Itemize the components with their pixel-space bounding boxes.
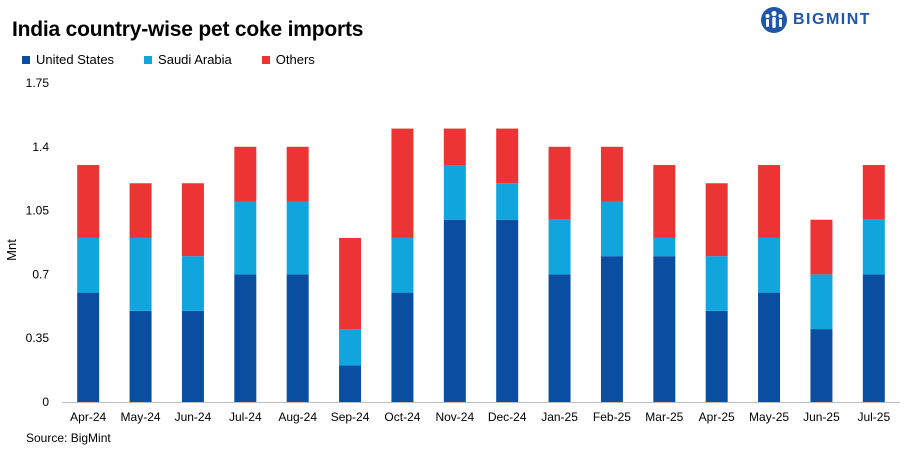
bar-saudi-arabia-oct-24	[391, 237, 414, 293]
bar-united-states-jul-24	[234, 274, 257, 402]
bar-saudi-arabia-may-25	[758, 237, 781, 293]
x-tick-label: May-24	[121, 410, 161, 424]
bar-others-jul-24	[234, 146, 257, 202]
x-tick-label: Mar-25	[645, 410, 683, 424]
bar-united-states-jul-25	[862, 274, 885, 402]
y-axis-label: Mnt	[4, 239, 19, 261]
bar-saudi-arabia-apr-25	[705, 256, 728, 311]
legend-swatch	[22, 55, 30, 64]
bar-group	[77, 128, 885, 402]
bar-others-apr-25	[705, 183, 728, 257]
legend-label: Saudi Arabia	[158, 52, 232, 67]
bar-saudi-arabia-jun-24	[181, 256, 204, 311]
bar-others-jun-24	[181, 183, 204, 257]
bar-united-states-dec-24	[496, 219, 519, 402]
legend-item-others: Others	[261, 52, 315, 67]
bar-others-may-24	[129, 183, 152, 238]
bar-others-sep-24	[339, 237, 362, 330]
x-tick-label: Jul-25	[857, 410, 890, 424]
legend-item-saudi-arabia: Saudi Arabia	[144, 52, 232, 67]
bar-saudi-arabia-feb-25	[600, 201, 623, 257]
bar-united-states-sep-24	[339, 365, 362, 402]
bar-saudi-arabia-jan-25	[548, 219, 571, 275]
bar-united-states-jun-25	[810, 329, 833, 402]
bigmint-logo-icon	[761, 7, 787, 33]
bar-united-states-feb-25	[600, 256, 623, 402]
bar-saudi-arabia-jun-25	[810, 274, 833, 330]
x-tick-label: Dec-24	[488, 410, 527, 424]
x-tick-label: May-25	[749, 410, 789, 424]
y-tick-label: 0.35	[26, 331, 50, 345]
bar-saudi-arabia-apr-24	[77, 237, 100, 293]
bar-united-states-aug-24	[286, 274, 309, 402]
bar-united-states-jan-25	[548, 274, 571, 402]
source-note: Source: BigMint	[26, 431, 111, 445]
bar-others-jan-25	[548, 146, 571, 220]
chart-title: India country-wise pet coke imports	[12, 18, 364, 41]
bar-saudi-arabia-nov-24	[443, 165, 466, 220]
bar-united-states-may-25	[758, 292, 781, 402]
x-tick-label: Feb-25	[593, 410, 631, 424]
bar-united-states-mar-25	[653, 256, 676, 402]
y-tick-label: 1.4	[32, 140, 49, 154]
bar-saudi-arabia-jul-24	[234, 201, 257, 275]
bar-united-states-nov-24	[443, 219, 466, 402]
x-tick-label: Apr-24	[70, 410, 106, 424]
legend-swatch	[144, 55, 153, 64]
bar-others-oct-24	[391, 128, 414, 238]
x-tick-label: Jun-25	[803, 410, 840, 424]
bar-others-jul-25	[862, 165, 885, 220]
x-tick-label: Apr-25	[699, 410, 735, 424]
bar-saudi-arabia-may-24	[129, 237, 152, 311]
legend-swatch	[261, 55, 270, 64]
y-tick-label: 0	[42, 395, 49, 409]
y-tick-label: 1.75	[26, 76, 50, 90]
bar-saudi-arabia-sep-24	[339, 329, 362, 366]
bar-united-states-apr-25	[705, 310, 728, 402]
bar-united-states-jun-24	[181, 310, 204, 402]
x-tick-label: Jun-24	[175, 410, 212, 424]
bar-others-mar-25	[653, 165, 676, 238]
bar-others-nov-24	[443, 128, 466, 166]
y-axis: 0 0.35 0.7 1.05 1.4 1.75	[26, 76, 50, 409]
y-tick-label: 1.05	[26, 204, 50, 218]
bar-saudi-arabia-dec-24	[496, 183, 519, 220]
x-axis: Apr-24 May-24 Jun-24 Jul-24 Aug-24 Sep-24 Oct-…	[62, 402, 900, 424]
bar-saudi-arabia-jul-25	[862, 219, 885, 275]
bar-saudi-arabia-mar-25	[653, 237, 676, 257]
x-tick-label: Jul-24	[229, 410, 262, 424]
x-tick-label: Aug-24	[278, 410, 317, 424]
brand-name: BIGMINT	[793, 11, 872, 28]
bar-others-jun-25	[810, 219, 833, 275]
bar-others-may-25	[758, 165, 781, 238]
bar-united-states-apr-24	[77, 292, 100, 402]
legend-label: Others	[275, 52, 315, 67]
bar-saudi-arabia-aug-24	[286, 201, 309, 275]
bar-united-states-may-24	[129, 310, 152, 402]
legend-label: United States	[36, 52, 115, 67]
bar-others-feb-25	[600, 146, 623, 202]
bar-others-dec-24	[496, 128, 519, 184]
brand-logo: BIGMINT	[760, 6, 871, 34]
bar-others-apr-24	[77, 165, 100, 238]
x-tick-label: Nov-24	[435, 410, 474, 424]
bar-united-states-oct-24	[391, 292, 414, 402]
x-tick-label: Sep-24	[331, 410, 370, 424]
bar-others-aug-24	[286, 146, 309, 202]
legend-item-united-states: United States	[22, 52, 114, 67]
chart-legend: United States Saudi Arabia Others	[22, 52, 345, 67]
x-tick-label: Jan-25	[541, 410, 578, 424]
x-tick-label: Oct-24	[384, 410, 420, 424]
y-tick-label: 0.7	[32, 267, 49, 281]
